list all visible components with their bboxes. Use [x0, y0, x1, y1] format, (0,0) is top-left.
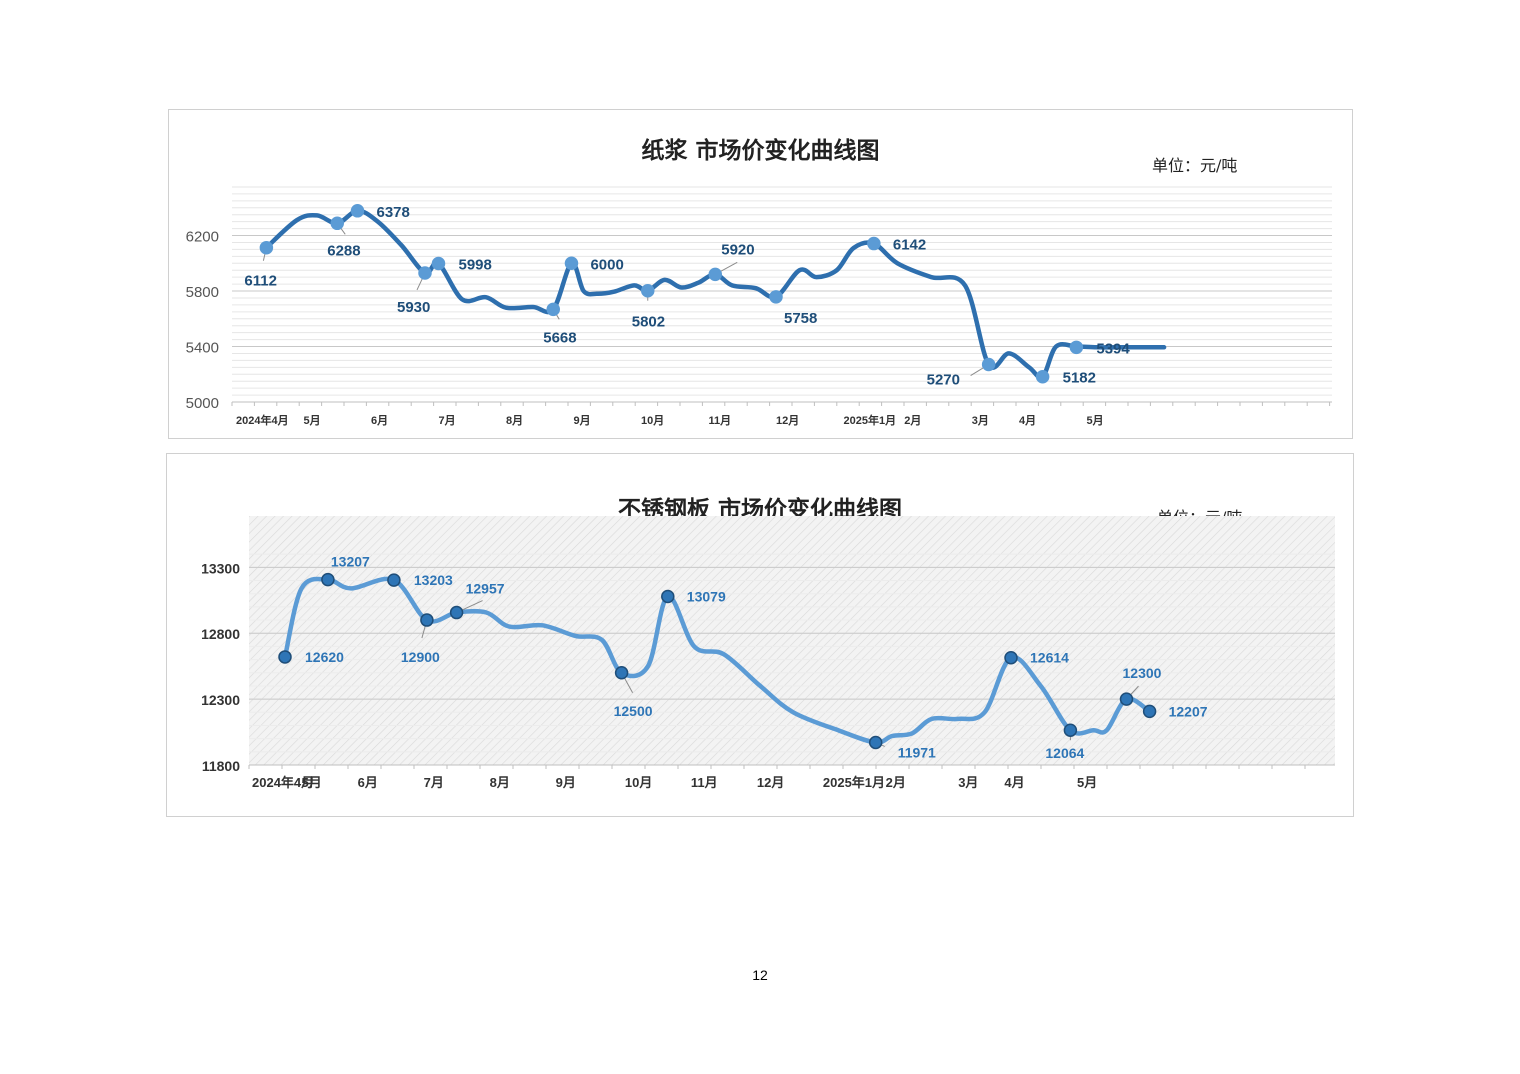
steel-data-label: 13079 [687, 588, 726, 604]
steel-x-tick-label: 5月 [302, 775, 322, 790]
steel-x-tick-label: 5月 [1077, 775, 1097, 790]
pulp-x-tick-label: 5月 [304, 414, 321, 427]
pulp-data-label: 5920 [721, 241, 754, 258]
steel-x-tick-label: 12月 [757, 775, 784, 790]
pulp-data-label: 6000 [590, 256, 623, 273]
pulp-data-label: 6378 [377, 204, 410, 221]
pulp-data-label: 5270 [927, 372, 960, 389]
steel-data-point [387, 573, 401, 587]
pulp-chart-title: 纸浆 市场价变化曲线图 [641, 138, 880, 164]
pulp-data-label: 6112 [244, 273, 277, 290]
pulp-x-tick-label: 10月 [641, 414, 664, 427]
pulp-data-point [431, 256, 446, 271]
pulp-x-tick-label: 2月 [904, 414, 921, 427]
steel-x-tick-label: 2024年4月 [252, 775, 314, 790]
pulp-data-label: 5182 [1063, 370, 1096, 387]
pulp-data-label: 5930 [397, 299, 430, 316]
steel-data-point [1142, 704, 1157, 719]
pulp-data-label: 6142 [893, 237, 926, 254]
steel-data-label: 12207 [1169, 703, 1208, 719]
steel-x-tick-label: 2月 [886, 775, 906, 790]
steel-data-point [1004, 650, 1018, 665]
pulp-data-label: 5758 [784, 310, 817, 327]
steel-data-label: 12300 [1123, 665, 1162, 681]
steel-data-label: 13207 [331, 554, 370, 570]
steel-data-label: 12064 [1045, 745, 1084, 761]
steel-data-label: 13203 [414, 572, 453, 588]
pulp-data-label: 5668 [543, 329, 576, 346]
steel-x-tick-label: 11月 [691, 775, 718, 790]
pulp-data-point [259, 240, 274, 255]
pulp-chart-unit: 单位：元/吨 [1152, 156, 1238, 175]
steel-plot-area [249, 516, 1335, 765]
pulp-x-tick-label: 11月 [709, 414, 732, 427]
steel-data-label: 12957 [466, 581, 505, 597]
steel-data-point [1063, 723, 1078, 737]
pulp-x-tick-label: 2024年4月 [236, 413, 289, 427]
steel-data-point [420, 613, 434, 627]
steel-data-point [868, 735, 883, 750]
pulp-data-label: 5998 [459, 257, 492, 274]
steel-data-label: 11971 [898, 744, 936, 760]
steel-series-line [282, 576, 1152, 745]
steel-data-label: 12500 [614, 703, 653, 719]
pulp-chart-plot: 5000 5400 5800 6200 2024年4月 5月 6月 7月 8月 9月 10月 11月 1… [186, 186, 1332, 427]
pulp-x-tick-label: 8月 [506, 414, 523, 427]
pulp-chart-panel: 纸浆 市场价变化曲线图 单位：元/吨 5000 5400 5800 6200 2024年… [168, 109, 1353, 439]
pulp-x-tick-label: 12月 [776, 414, 799, 427]
steel-data-point [661, 589, 675, 604]
pulp-data-point [981, 357, 996, 372]
steel-x-tick-label: 3月 [958, 775, 978, 790]
pulp-data-label: 5802 [632, 314, 665, 331]
pulp-data-point [546, 302, 560, 317]
steel-x-tick-label: 8月 [490, 775, 510, 790]
steel-x-tick-label: 9月 [556, 775, 576, 790]
steel-data-point [278, 650, 292, 664]
pulp-y-tick-label: 5000 [186, 395, 219, 412]
pulp-data-point [564, 256, 579, 270]
steel-y-tick-label: 12800 [201, 626, 240, 642]
pulp-x-tick-label: 7月 [439, 414, 456, 427]
pulp-x-tick-label: 4月 [1019, 414, 1036, 427]
pulp-data-point [769, 290, 783, 304]
pulp-data-point [418, 266, 432, 280]
steel-x-tick-label: 2025年1月 [823, 775, 885, 790]
pulp-x-tick-label: 6月 [371, 414, 388, 427]
pulp-data-point [641, 283, 655, 298]
pulp-x-tick-label: 9月 [574, 414, 591, 427]
steel-data-point [449, 605, 464, 620]
pulp-x-tick-label: 2025年1月 [844, 413, 897, 427]
steel-x-tick-label: 7月 [424, 775, 444, 790]
pulp-data-point [867, 236, 881, 251]
pulp-y-tick-label: 5400 [186, 340, 219, 357]
steel-y-tick-label: 12300 [201, 692, 240, 708]
pulp-x-tick-label: 5月 [1087, 414, 1104, 427]
steel-data-label: 12900 [401, 649, 440, 665]
pulp-y-tick-label: 6200 [186, 229, 219, 246]
pulp-y-tick-label: 5800 [186, 284, 219, 301]
pulp-data-point [350, 204, 365, 218]
pulp-data-point [708, 267, 722, 282]
pulp-data-point [330, 216, 344, 231]
pulp-x-tick-label: 3月 [972, 414, 989, 427]
steel-data-point [1119, 692, 1134, 706]
steel-x-tick-label: 10月 [625, 775, 652, 790]
steel-x-tick-label: 6月 [358, 775, 378, 790]
pulp-data-point [1035, 369, 1050, 384]
steel-x-tick-label: 4月 [1004, 775, 1024, 790]
steel-y-tick-label: 13300 [201, 560, 240, 576]
steel-data-point [321, 572, 335, 587]
steel-data-label: 12620 [305, 649, 344, 665]
pulp-data-label: 6288 [327, 242, 360, 259]
steel-chart-panel: 不锈钢板 市场价变化曲线图 单位：元/吨 1180012300128001330… [166, 453, 1354, 817]
page-number: 12 [752, 967, 768, 983]
pulp-data-label: 5394 [1096, 340, 1130, 357]
steel-data-label: 12614 [1030, 650, 1069, 666]
steel-y-tick-label: 11800 [202, 758, 240, 774]
steel-data-point [614, 666, 629, 680]
pulp-data-point [1069, 340, 1084, 355]
